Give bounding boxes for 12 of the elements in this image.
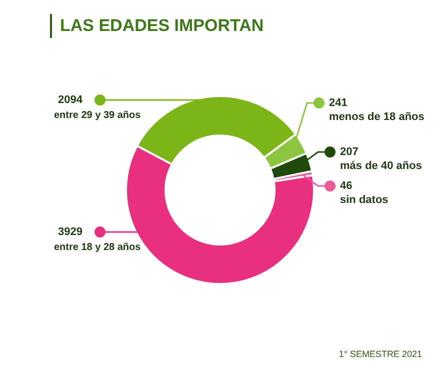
legend-label: sin datos <box>340 194 388 206</box>
legend-label: entre 29 y 39 años <box>54 110 142 121</box>
legend-label: más de 40 años <box>340 160 422 172</box>
legend-label: entre 18 y 28 años <box>54 242 142 253</box>
legend-label: menos de 18 años <box>329 111 424 124</box>
data-label: 2094 <box>58 94 84 106</box>
data-label: 241 <box>329 97 348 110</box>
data-label: 207 <box>340 146 358 158</box>
data-label: 3929 <box>58 226 82 238</box>
chart-title: LAS EDADES IMPORTAN <box>50 14 264 38</box>
text: 1° SEMESTRE 2021 <box>338 349 422 359</box>
data-label: 46 <box>340 180 352 192</box>
